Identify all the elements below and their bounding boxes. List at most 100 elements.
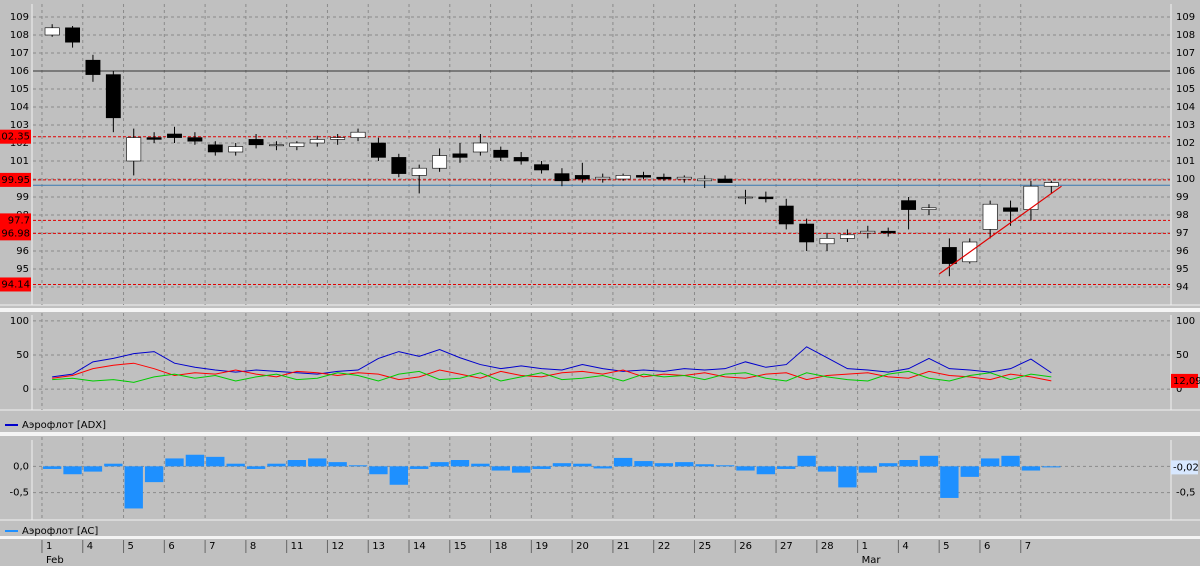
x-tick-label: 12 xyxy=(331,541,344,552)
level-label-box xyxy=(0,129,31,144)
histogram-bar xyxy=(124,466,143,509)
histogram-bar xyxy=(410,466,429,469)
y-tick-label-right: 97 xyxy=(1176,228,1189,239)
candle-body xyxy=(248,139,264,146)
trend-line xyxy=(938,185,1062,275)
candle-body xyxy=(1043,182,1059,187)
histogram-bar xyxy=(491,466,510,471)
histogram-bar xyxy=(450,460,470,467)
candle-body xyxy=(697,178,713,182)
x-tick-label: 28 xyxy=(821,541,834,552)
x-tick-label: 11 xyxy=(291,541,304,552)
price-panel xyxy=(0,0,1200,308)
x-tick-label: 6 xyxy=(984,541,990,552)
candle-body xyxy=(717,178,733,183)
y-tick-label: 105 xyxy=(10,84,29,95)
histogram-bar xyxy=(573,463,592,467)
x-tick-label: 7 xyxy=(209,541,215,552)
histogram-bar xyxy=(797,455,816,467)
histogram-bar xyxy=(634,461,653,467)
candle-body xyxy=(207,144,223,153)
level-label: 102.35 xyxy=(0,132,30,143)
y-tick-label: 104 xyxy=(10,102,29,113)
y-tick-label: 108 xyxy=(10,30,29,41)
last-value-box xyxy=(1171,460,1198,475)
x-axis-panel xyxy=(0,539,1200,566)
x-tick-label: 1 xyxy=(46,541,52,552)
candle-body xyxy=(676,176,692,180)
histogram-bar xyxy=(940,466,959,498)
histogram-bar xyxy=(1021,466,1041,471)
y-tick-label-right: -0,5 xyxy=(1176,488,1196,499)
candle-body xyxy=(330,137,346,140)
indicator-line xyxy=(52,370,1052,383)
candle-body xyxy=(1023,185,1039,210)
y-tick-label-right: 106 xyxy=(1176,66,1195,77)
indicator-line xyxy=(52,346,1052,378)
y-tick-label-right: 99 xyxy=(1176,192,1189,203)
histogram-bar xyxy=(144,466,164,483)
candle-body xyxy=(860,230,876,234)
y-tick-label-right: 103 xyxy=(1176,120,1195,131)
candle-body xyxy=(146,137,162,140)
y-tick-label: 103 xyxy=(10,120,29,131)
candle-body xyxy=(615,175,631,180)
x-tick-label: 1 xyxy=(862,541,868,552)
histogram-bar xyxy=(552,463,572,467)
y-tick-label-right: 109 xyxy=(1176,12,1195,23)
y-tick-label-right: 101 xyxy=(1176,156,1195,167)
candle-body xyxy=(452,153,468,158)
x-tick-label: 25 xyxy=(698,541,711,552)
histogram-bar xyxy=(104,463,123,467)
histogram-bar xyxy=(675,462,694,467)
candle-body xyxy=(44,27,60,36)
candle-body xyxy=(85,59,101,75)
histogram-bar xyxy=(206,456,225,467)
candle-body xyxy=(1003,207,1018,212)
histogram-bar xyxy=(532,466,551,469)
level-label: 94.14 xyxy=(1,279,30,290)
level-label-box xyxy=(0,213,31,228)
histogram-bar xyxy=(715,465,735,467)
candle-body xyxy=(472,142,488,153)
histogram-bar xyxy=(736,466,755,471)
candle-body xyxy=(941,247,957,264)
candle-body xyxy=(901,200,917,210)
candle-body xyxy=(289,142,305,147)
y-tick-label-right: 94 xyxy=(1176,282,1189,293)
candle-body xyxy=(880,230,896,234)
candle-body xyxy=(534,164,549,171)
histogram-bar xyxy=(654,463,674,467)
y-tick-label: 0 xyxy=(23,384,29,395)
x-tick-label: 27 xyxy=(780,541,793,552)
y-tick-label: 0,0 xyxy=(13,461,29,472)
histogram-bar xyxy=(165,458,184,467)
histogram-bar xyxy=(756,466,776,475)
y-tick-label-right: 107 xyxy=(1176,48,1195,59)
histogram-bar xyxy=(919,455,939,467)
histogram-bar xyxy=(246,466,266,469)
candle-body xyxy=(167,133,182,138)
y-tick-label-right: 0 xyxy=(1176,384,1182,395)
y-tick-label: -0,5 xyxy=(9,488,29,499)
candle-body xyxy=(309,139,325,144)
candle-body xyxy=(819,238,835,245)
candle-body xyxy=(636,175,651,178)
level-label: 97.7 xyxy=(8,215,30,226)
histogram-bar xyxy=(1001,455,1020,467)
level-label: 99.95 xyxy=(1,175,30,186)
x-tick-label: 13 xyxy=(372,541,385,552)
y-tick-label-right: 95 xyxy=(1176,264,1189,275)
y-tick-label-right: 108 xyxy=(1176,30,1195,41)
x-tick-label: 18 xyxy=(495,541,508,552)
candle-body xyxy=(982,203,998,230)
y-tick-label-right: 100 xyxy=(1176,316,1195,327)
candle-body xyxy=(921,207,937,210)
last-value-label: 12,09 xyxy=(1173,376,1200,387)
x-tick-label: 4 xyxy=(87,541,93,552)
x-tick-label: 15 xyxy=(454,541,467,552)
candle-body xyxy=(656,176,672,180)
y-tick-label: 99 xyxy=(16,192,29,203)
x-tick-label: 6 xyxy=(168,541,174,552)
